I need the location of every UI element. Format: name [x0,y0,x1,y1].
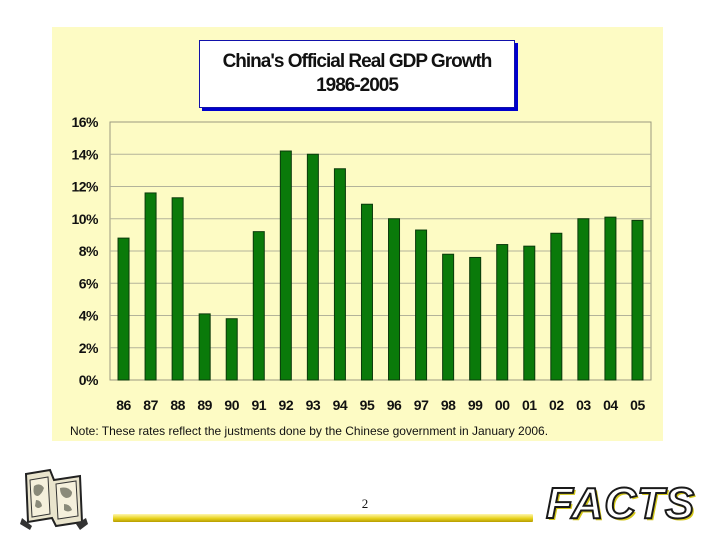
x-tick-label: 97 [414,397,429,413]
chart-subtitle: 1986-2005 [316,75,399,96]
bar [388,218,401,381]
x-tick-label: 03 [576,397,591,413]
x-tick-label: 00 [495,397,510,413]
x-tick-label: 94 [333,397,348,413]
bar [442,253,455,381]
page-number: 2 [361,496,369,511]
bar [496,244,509,381]
y-tick-label: 8% [79,243,99,259]
x-tick-label: 93 [306,397,321,413]
y-tick-label: 12% [71,179,99,195]
x-tick-label: 90 [224,397,239,413]
x-tick-label: 99 [468,397,483,413]
bar [577,218,590,381]
bar [415,229,428,381]
y-tick-label: 10% [71,211,99,227]
x-tick-label: 98 [441,397,456,413]
bar [198,313,211,381]
chart-note: Note: These rates reflect the justments … [70,424,549,438]
bar [469,256,482,381]
bar [252,231,265,381]
bar [631,219,644,381]
bar [279,150,292,381]
chart-title: China's Official Real GDP Growth [222,51,493,72]
bar [144,192,157,381]
y-tick-label: 14% [71,146,99,162]
y-tick-label: 4% [79,308,99,324]
bar [171,197,184,381]
bar [117,237,130,381]
x-tick-label: 92 [279,397,294,413]
x-tick-label: 88 [170,397,185,413]
x-tick-label: 02 [549,397,564,413]
y-tick-label: 6% [79,275,99,291]
chart-title-box: China's Official Real GDP Growth 1986-20… [199,40,515,108]
x-tick-label: 91 [251,397,266,413]
world-map-book-icon [20,468,88,530]
bar [604,216,617,381]
y-tick-label: 2% [79,340,99,356]
y-tick-label: 0% [79,372,99,388]
bar [225,318,238,381]
y-tick-label: 16% [71,114,99,130]
facts-logo: FACTS [545,479,696,528]
bar [360,203,373,381]
x-tick-label: 87 [143,397,158,413]
footer-divider-bar [113,514,533,522]
bar [550,232,563,381]
bar [306,153,319,381]
bar [333,168,346,381]
x-tick-label: 95 [360,397,375,413]
x-tick-label: 86 [116,397,131,413]
x-tick-label: 01 [522,397,537,413]
x-tick-label: 04 [603,397,618,413]
x-tick-label: 89 [197,397,212,413]
x-tick-label: 96 [387,397,402,413]
bar [523,245,536,381]
x-tick-label: 05 [630,397,645,413]
